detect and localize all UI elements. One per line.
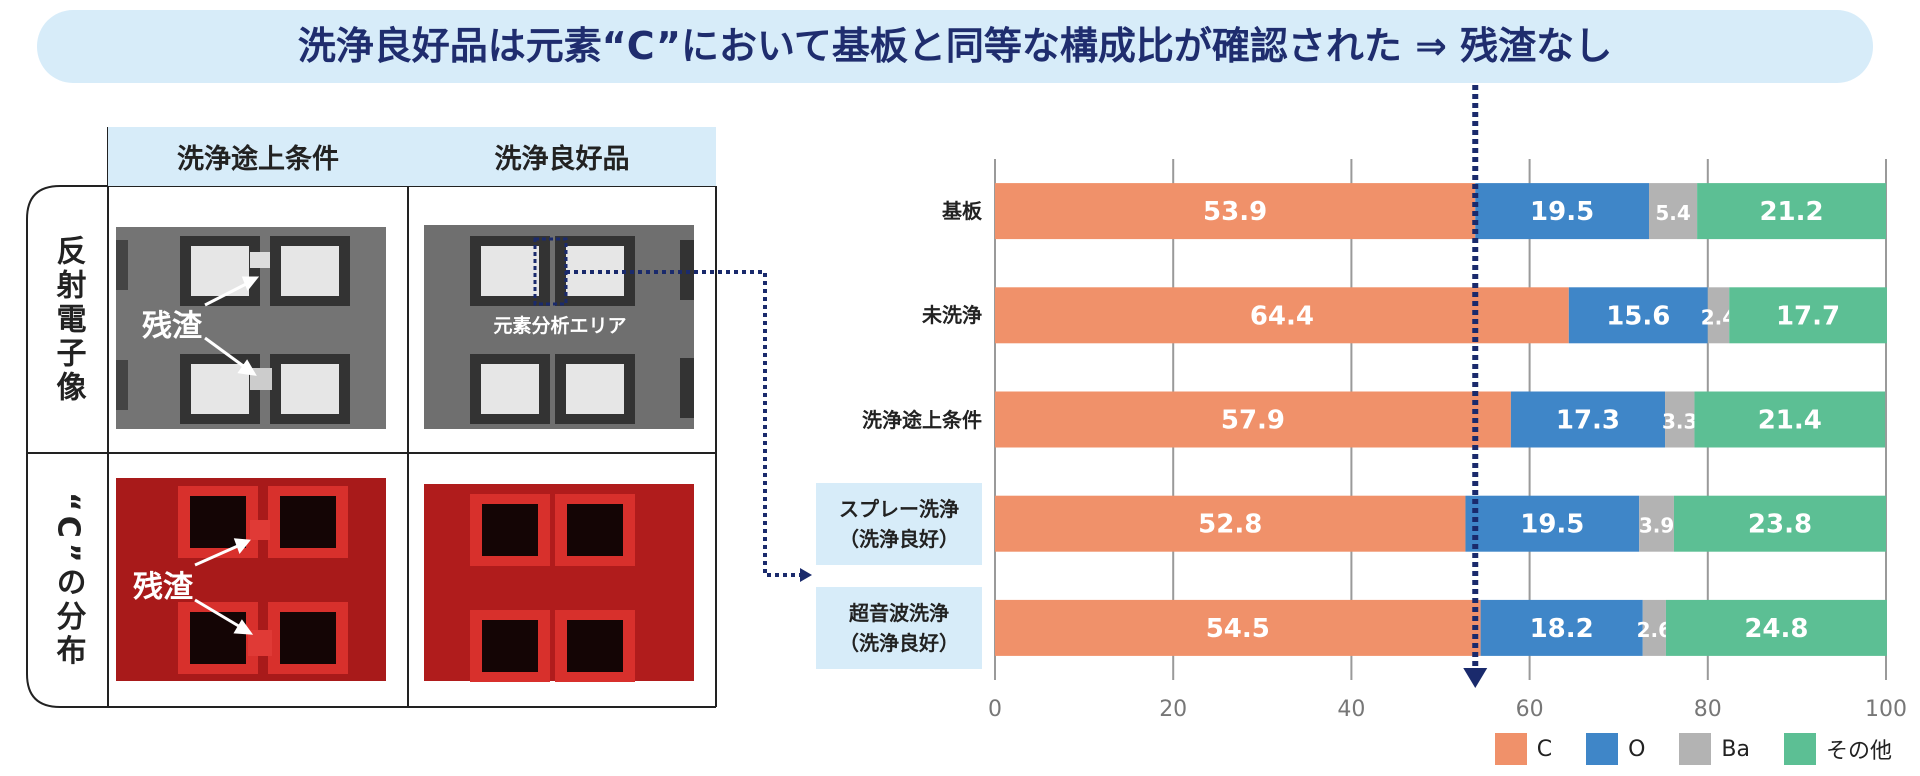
title-banner bbox=[37, 10, 1873, 83]
value-label: 5.4 bbox=[1655, 201, 1690, 225]
x-tick-label: 80 bbox=[1694, 697, 1722, 722]
bar-segment bbox=[1510, 391, 1666, 448]
legend-label: C bbox=[1536, 736, 1553, 762]
value-label: 64.4 bbox=[1250, 301, 1314, 331]
connector-arrow bbox=[566, 270, 812, 582]
value-label: 18.2 bbox=[1530, 614, 1594, 644]
value-label: 53.9 bbox=[1203, 197, 1267, 227]
value-label: 15.6 bbox=[1606, 301, 1670, 331]
bar-segment bbox=[1673, 495, 1886, 552]
bar-segment bbox=[1707, 287, 1730, 344]
annotation-area: 元素分析エリア bbox=[493, 314, 626, 337]
bar-segment bbox=[1568, 287, 1708, 344]
bar-segment bbox=[995, 391, 1511, 448]
x-tick-label: 0 bbox=[988, 697, 1002, 722]
legend-label: O bbox=[1628, 736, 1646, 762]
x-tick-label: 60 bbox=[1516, 697, 1544, 722]
row-header: “C”の分布 bbox=[50, 491, 86, 669]
annotation-residue: 残渣 bbox=[133, 570, 194, 605]
legend-label: Ba bbox=[1721, 736, 1750, 762]
bar-segment bbox=[1694, 391, 1886, 448]
annotation-residue: 残渣 bbox=[142, 309, 203, 344]
bar-segment bbox=[1697, 183, 1886, 240]
bar-segment bbox=[1665, 599, 1887, 656]
legend-item: その他 bbox=[1783, 733, 1892, 765]
bar-segment bbox=[1475, 183, 1649, 240]
value-label: 17.3 bbox=[1556, 406, 1620, 436]
bar-segment bbox=[995, 495, 1466, 552]
residue-arrows bbox=[194, 276, 260, 635]
bar-segment bbox=[1665, 391, 1695, 448]
row-header: 反射電子像 bbox=[50, 234, 86, 405]
x-tick-label: 40 bbox=[1337, 697, 1365, 722]
legend-swatch bbox=[1679, 733, 1712, 765]
x-tick-label: 100 bbox=[1865, 697, 1907, 722]
category-label: スプレー洗浄 （洗浄良好） bbox=[816, 482, 982, 565]
category-label: 基板 bbox=[942, 199, 982, 224]
value-label: 24.8 bbox=[1744, 614, 1808, 644]
bar-segment bbox=[1729, 287, 1887, 344]
value-label: 19.5 bbox=[1520, 510, 1584, 540]
value-label: 19.5 bbox=[1530, 197, 1594, 227]
value-label: 3.3 bbox=[1662, 410, 1697, 434]
bar-segment bbox=[995, 183, 1476, 240]
category-label: 超音波洗浄 （洗浄良好） bbox=[816, 586, 982, 669]
value-label: 17.7 bbox=[1776, 301, 1840, 331]
bar-segment bbox=[1648, 183, 1698, 240]
legend-swatch bbox=[1783, 733, 1816, 765]
bar-segment bbox=[1465, 495, 1640, 552]
c-map-2 bbox=[424, 484, 694, 682]
c-map-1 bbox=[116, 478, 386, 681]
legend-item: O bbox=[1586, 733, 1645, 765]
category-label: 洗浄途上条件 bbox=[862, 407, 982, 432]
value-label: 3.9 bbox=[1639, 514, 1674, 538]
value-label: 52.8 bbox=[1198, 510, 1262, 540]
bar-segment bbox=[1480, 599, 1643, 656]
legend-item: C bbox=[1494, 733, 1553, 765]
bar-segment bbox=[1639, 495, 1674, 552]
legend-item: Ba bbox=[1679, 733, 1750, 765]
sem-image-1 bbox=[116, 227, 386, 429]
legend: C O Ba その他 bbox=[1494, 733, 1892, 765]
value-label: 54.5 bbox=[1206, 614, 1270, 644]
value-label: 57.9 bbox=[1221, 406, 1285, 436]
slide-title: 洗浄良好品は元素“C”において基板と同等な構成比が確認された ⇒ 残渣なし bbox=[297, 24, 1613, 68]
reference-arrow bbox=[1463, 668, 1488, 688]
value-label: 23.8 bbox=[1748, 510, 1812, 540]
bar-segment bbox=[1642, 599, 1666, 656]
x-tick-label: 20 bbox=[1159, 697, 1187, 722]
legend-swatch bbox=[1494, 733, 1527, 765]
table-frame bbox=[26, 127, 717, 708]
value-label: 21.4 bbox=[1758, 406, 1822, 436]
bar-segment bbox=[995, 599, 1481, 656]
legend-swatch bbox=[1586, 733, 1619, 765]
column-header: 洗浄途上条件 bbox=[108, 127, 408, 186]
value-label: 21.2 bbox=[1759, 197, 1823, 227]
category-label: 未洗浄 bbox=[922, 303, 982, 328]
column-header: 洗浄良好品 bbox=[408, 127, 716, 186]
legend-label: その他 bbox=[1825, 739, 1892, 764]
